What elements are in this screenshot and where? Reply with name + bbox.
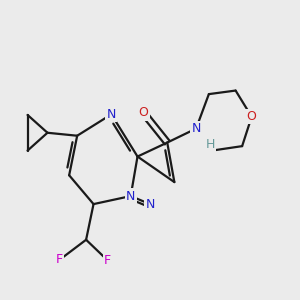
Text: N: N: [126, 190, 135, 202]
Text: N: N: [145, 198, 155, 211]
Text: O: O: [247, 110, 256, 123]
Text: F: F: [104, 254, 111, 267]
Text: N: N: [107, 108, 116, 121]
Text: O: O: [139, 106, 148, 119]
Text: H: H: [206, 138, 215, 152]
Text: H: H: [205, 138, 214, 151]
Text: N: N: [191, 122, 201, 135]
Text: F: F: [56, 254, 63, 266]
